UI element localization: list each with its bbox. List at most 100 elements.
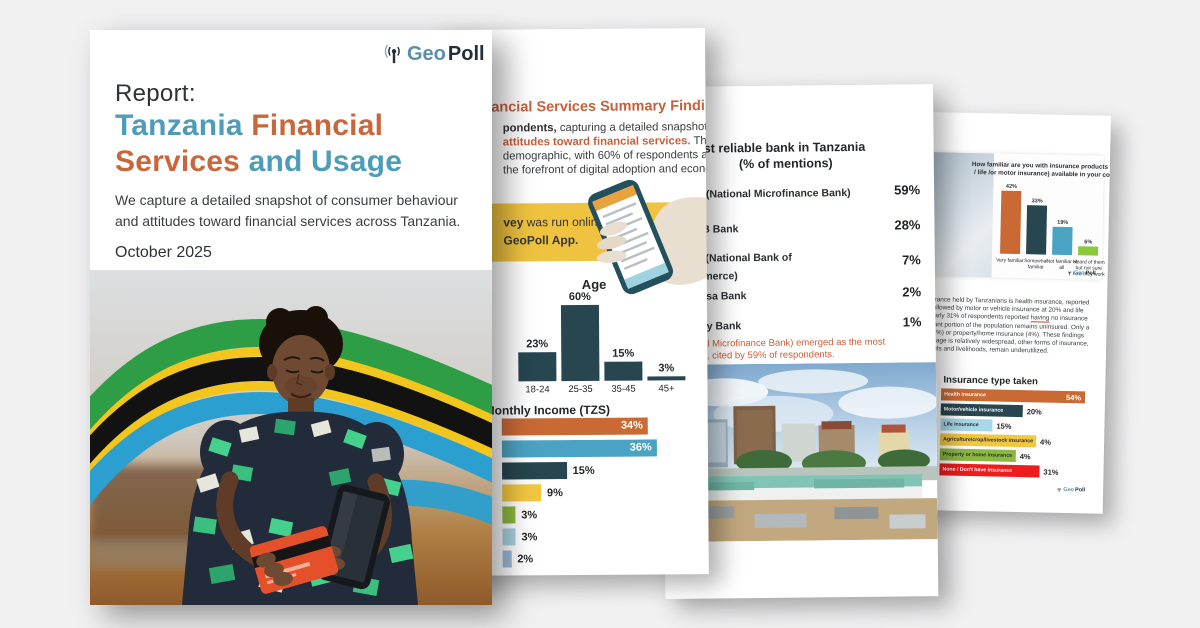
bar-value: 9% bbox=[546, 486, 563, 499]
age-chart: 23% 18-24 60% 25-35 15% 35-45 3% 45+ bbox=[518, 291, 686, 396]
bar-value: 60% bbox=[568, 290, 591, 303]
title-teal: Tanzania bbox=[115, 109, 252, 142]
bar-value: 4% bbox=[1040, 436, 1052, 447]
bar-value: 20% bbox=[1026, 406, 1042, 417]
bar bbox=[1000, 190, 1022, 255]
bar bbox=[518, 351, 557, 382]
title-line: Tanzania Financial bbox=[115, 108, 402, 144]
income-chart-title: Monthly Income (TZS) bbox=[484, 402, 611, 418]
familiarity-chart-card: How familiar are you with insurance prod… bbox=[929, 152, 1111, 280]
logo-poll: Poll bbox=[1074, 487, 1086, 494]
bar-group: 15% 35-45 bbox=[604, 347, 643, 395]
geopoll-antenna-icon bbox=[1057, 488, 1061, 493]
bar bbox=[1078, 246, 1099, 256]
bar-label: None / Don't have insurance bbox=[942, 466, 1013, 474]
bar bbox=[502, 550, 512, 568]
text: capturing a detailed snapshot of bbox=[556, 120, 709, 135]
age-chart-title: Age bbox=[581, 276, 607, 292]
insurance-paragraph: urance held by Tanzanians is health insu… bbox=[930, 296, 1107, 357]
subtitle-line: We capture a detailed snapshot of consum… bbox=[115, 192, 458, 208]
paragraph-line: pondents, capturing a detailed snapshot … bbox=[503, 120, 709, 136]
chart-row: Motor/vehicle insurance 20% bbox=[940, 403, 1099, 418]
bar-label: 35-45 bbox=[611, 383, 636, 395]
chart-row: Property or home insurance 4% bbox=[939, 448, 1098, 463]
bar-value: 36% bbox=[629, 441, 652, 454]
bar bbox=[502, 528, 516, 546]
bar-value: 6% bbox=[1084, 239, 1093, 246]
chart-row: Health insurance 54% bbox=[940, 388, 1099, 404]
bar bbox=[502, 506, 516, 524]
bar: None / Don't have insurance bbox=[939, 463, 1040, 478]
bar-label: Agriculture/crop/livestock insurance bbox=[943, 436, 1034, 445]
bar-value: 15% bbox=[572, 464, 595, 477]
report-page-insurance: How familiar are you with insurance prod… bbox=[916, 112, 1111, 514]
chart-row: None / Don't have insurance 31% bbox=[939, 463, 1097, 478]
geopoll-logo-mini: Geo Poll bbox=[1056, 486, 1086, 494]
bar-value: 23% bbox=[526, 337, 549, 351]
bar bbox=[1052, 226, 1073, 256]
bold-text: pondents, bbox=[502, 122, 557, 135]
logo-geo: Geo bbox=[1073, 270, 1085, 277]
bar: Life insurance bbox=[940, 418, 993, 432]
bar-group: 19% bbox=[1052, 219, 1073, 256]
chart-row: 3% bbox=[502, 505, 708, 524]
text: no insurance bbox=[1049, 315, 1088, 323]
bar-group: 33% bbox=[1026, 197, 1048, 255]
report-cover-page: Geo Poll Report: Tanzania Financial Servi… bbox=[90, 30, 492, 605]
bar-label: 18-24 bbox=[525, 384, 550, 396]
bank-value: 28% bbox=[894, 217, 921, 233]
bar-label: Health insurance bbox=[944, 391, 986, 399]
bar-label: 45+ bbox=[658, 383, 675, 395]
phone-in-hand-photo bbox=[559, 176, 709, 299]
chart-row: 3% bbox=[502, 527, 708, 546]
bar: Health insurance 54% bbox=[940, 388, 1086, 404]
bank-chart-subtitle: (% of mentions) bbox=[738, 156, 833, 172]
bar-label: 25-35 bbox=[568, 383, 593, 396]
bank-row: CRDB Bank 28% bbox=[679, 217, 920, 238]
bar bbox=[560, 304, 600, 382]
bar-group: 23% 18-24 bbox=[518, 337, 557, 396]
bar-group: 3% 45+ bbox=[647, 362, 686, 395]
bar-group: 6% bbox=[1078, 239, 1099, 256]
bar-value: 3% bbox=[521, 508, 538, 521]
summary-paragraph: pondents, capturing a detailed snapshot … bbox=[503, 120, 709, 178]
bar-value: 3% bbox=[521, 530, 538, 543]
bar bbox=[502, 462, 567, 480]
chart-row: 15% bbox=[502, 461, 708, 480]
cover-date: October 2025 bbox=[115, 244, 212, 261]
bar-group: 60% 25-35 bbox=[560, 290, 600, 396]
geopoll-antenna-icon bbox=[1068, 271, 1072, 276]
chart-row: Agriculture/crop/livestock insurance 4% bbox=[940, 433, 1098, 448]
bar-value: 15% bbox=[612, 347, 635, 360]
chart-row: 2% bbox=[502, 549, 709, 568]
paragraph-line: attitudes toward financial services. The… bbox=[503, 134, 709, 150]
bar: Agriculture/crop/livestock insurance bbox=[940, 433, 1037, 448]
note-line: trusted, cited by 59% of respondents. bbox=[677, 348, 835, 362]
bar-value: 33% bbox=[1031, 197, 1043, 204]
bar: Motor/vehicle insurance bbox=[940, 403, 1023, 418]
bank-chart-title: Most reliable bank in Tanzania bbox=[685, 139, 866, 156]
bank-row: NMB (National Microfinance Bank) 59% bbox=[679, 182, 920, 203]
familiarity-bars: 42% 33% 19% 6% bbox=[1000, 184, 1099, 256]
bar-group: 42% bbox=[1000, 184, 1022, 255]
logo-geo: Geo bbox=[1063, 486, 1075, 494]
bank-value: 2% bbox=[902, 284, 922, 300]
cover-title: Tanzania Financial Services and Usage bbox=[115, 108, 402, 180]
bar bbox=[647, 376, 686, 381]
bar-value: 15% bbox=[996, 421, 1012, 431]
insurance-chart-title: Insurance type taken bbox=[943, 374, 1039, 388]
title-orange: Financial bbox=[251, 109, 384, 142]
logo-geo: Geo bbox=[407, 42, 446, 65]
bar bbox=[502, 484, 541, 502]
bar-value: 4% bbox=[1019, 451, 1031, 461]
chart-row: 36% bbox=[501, 439, 708, 458]
geopoll-logo-mini: Geo Poll bbox=[1067, 270, 1096, 277]
geopoll-antenna-icon bbox=[384, 44, 400, 64]
report-label: Report: bbox=[115, 80, 196, 107]
bar-value: 19% bbox=[1057, 219, 1069, 226]
bar bbox=[1026, 204, 1048, 255]
logo-poll: Poll bbox=[447, 42, 485, 65]
bar-value: 2% bbox=[517, 552, 534, 565]
text: demographic, with 60% of respondents age… bbox=[502, 148, 709, 163]
bar-label: Motor/vehicle insurance bbox=[943, 406, 1004, 414]
